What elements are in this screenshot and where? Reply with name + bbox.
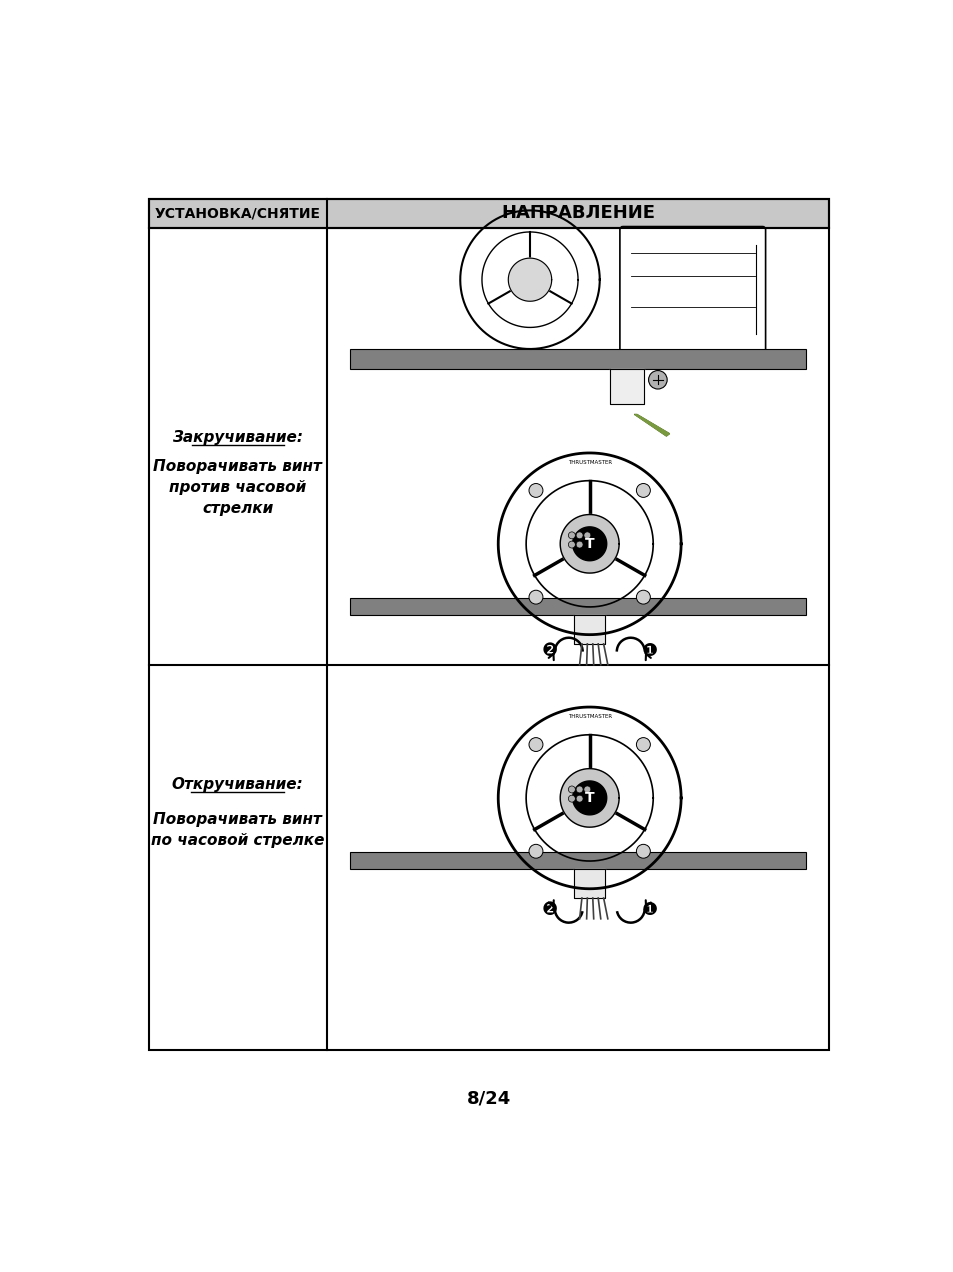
Polygon shape: [572, 781, 606, 815]
Bar: [350, 598, 805, 614]
Circle shape: [576, 795, 582, 803]
FancyBboxPatch shape: [619, 226, 765, 352]
Circle shape: [568, 795, 575, 803]
Text: Откручивание:: Откручивание:: [172, 776, 303, 791]
Bar: [350, 349, 805, 369]
Circle shape: [568, 541, 575, 548]
Polygon shape: [574, 614, 604, 644]
Polygon shape: [609, 369, 643, 403]
Polygon shape: [559, 515, 618, 574]
Polygon shape: [508, 258, 551, 301]
Circle shape: [529, 845, 542, 859]
Text: ❷: ❷: [541, 901, 558, 918]
Polygon shape: [574, 869, 604, 898]
Polygon shape: [572, 527, 606, 561]
Text: Поворачивать винт
против часовой
стрелки: Поворачивать винт против часовой стрелки: [153, 459, 322, 516]
Circle shape: [636, 845, 650, 859]
Circle shape: [529, 738, 542, 752]
Circle shape: [636, 738, 650, 752]
Bar: [350, 852, 805, 869]
Circle shape: [576, 786, 582, 792]
Text: НАПРАВЛЕНИЕ: НАПРАВЛЕНИЕ: [500, 205, 655, 223]
Circle shape: [576, 532, 582, 539]
Circle shape: [583, 532, 590, 539]
Polygon shape: [559, 768, 618, 827]
Text: ❷: ❷: [541, 642, 558, 660]
Text: ❶: ❶: [640, 901, 657, 918]
Circle shape: [636, 483, 650, 497]
Polygon shape: [149, 198, 828, 228]
Circle shape: [648, 370, 666, 389]
Text: THRUSTMASTER: THRUSTMASTER: [567, 714, 611, 719]
Text: THRUSTMASTER: THRUSTMASTER: [567, 459, 611, 464]
Text: 8/24: 8/24: [466, 1089, 511, 1107]
Text: ❶: ❶: [640, 642, 657, 660]
Circle shape: [568, 786, 575, 792]
Text: Закручивание:: Закручивание:: [172, 430, 303, 445]
Circle shape: [583, 786, 590, 792]
Text: Поворачивать винт
по часовой стрелке: Поворачивать винт по часовой стрелке: [151, 813, 324, 848]
Text: T: T: [584, 791, 594, 805]
Text: T: T: [584, 537, 594, 551]
Circle shape: [568, 532, 575, 539]
Circle shape: [576, 541, 582, 548]
Circle shape: [529, 483, 542, 497]
Text: УСТАНОВКА/СНЯТИЕ: УСТАНОВКА/СНЯТИЕ: [154, 206, 320, 220]
Circle shape: [636, 590, 650, 604]
Circle shape: [529, 590, 542, 604]
Polygon shape: [634, 415, 669, 436]
